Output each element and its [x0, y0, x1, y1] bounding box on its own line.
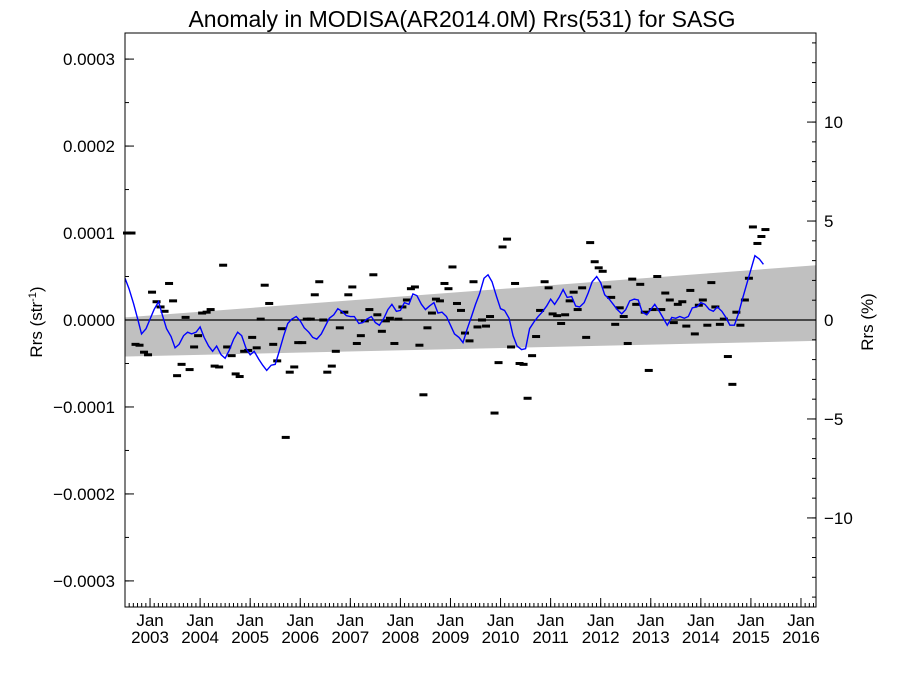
x-tick-year-label: 2009 [432, 628, 470, 647]
x-tick-year-label: 2007 [331, 628, 369, 647]
x-tick-month-label: Jan [337, 611, 364, 630]
x-tick-year-label: 2012 [582, 628, 620, 647]
y-left-tick-label: 0.0000 [63, 311, 115, 330]
y-left-axis: −0.0003 −0.0002 −0.0001 0.0000 0.0001 0.0002 0… [53, 50, 134, 591]
plot-area [123, 32, 817, 608]
x-tick-month-label: Jan [387, 611, 414, 630]
y-right-tick-label: −5 [824, 410, 843, 429]
running-mean-line [124, 254, 764, 372]
x-tick-month-label: Jan [587, 611, 614, 630]
y-left-tick-label: −0.0003 [53, 572, 115, 591]
y-left-tick-label: 0.0001 [63, 224, 115, 243]
y-right-tick-label: 0 [824, 311, 833, 330]
x-tick-year-label: 2014 [682, 628, 720, 647]
y-right-tick-label: 5 [824, 212, 833, 231]
x-tick-month-label: Jan [787, 611, 814, 630]
x-tick-month-label: Jan [136, 611, 163, 630]
x-tick-month-label: Jan [537, 611, 564, 630]
y-left-tick-label: 0.0002 [63, 137, 115, 156]
y-left-tick-label: −0.0002 [53, 485, 115, 504]
x-tick-month-label: Jan [186, 611, 213, 630]
x-tick-year-label: 2004 [181, 628, 219, 647]
y-right-axis-label: Rrs (%) [858, 293, 877, 351]
x-tick-year-label: 2010 [482, 628, 520, 647]
x-tick-year-label: 2003 [131, 628, 169, 647]
x-tick-month-label: Jan [637, 611, 664, 630]
anomaly-series [123, 225, 770, 439]
x-tick-year-label: 2013 [632, 628, 670, 647]
x-tick-year-label: 2006 [281, 628, 319, 647]
x-tick-month-label: Jan [437, 611, 464, 630]
x-tick-year-label: 2015 [732, 628, 770, 647]
x-tick-month-label: Jan [687, 611, 714, 630]
y-left-tick-label: −0.0001 [53, 398, 115, 417]
y-right-tick-label: 10 [824, 113, 843, 132]
y-left-axis-label: Rrs (str-1) [27, 286, 46, 357]
y-right-tick-label: −10 [824, 509, 853, 528]
x-tick-year-label: 2005 [231, 628, 269, 647]
x-tick-month-label: Jan [236, 611, 263, 630]
x-tick-year-label: 2011 [532, 628, 569, 647]
confidence-band [125, 265, 816, 357]
y-left-tick-label: 0.0003 [63, 50, 115, 69]
x-tick-month-label: Jan [287, 611, 314, 630]
x-axis: Jan2003Jan2004Jan2005Jan2006Jan2007Jan20… [124, 598, 820, 647]
chart-title: Anomaly in MODISA(AR2014.0M) Rrs(531) fo… [188, 6, 735, 32]
x-tick-month-label: Jan [737, 611, 764, 630]
x-tick-year-label: 2008 [381, 628, 419, 647]
x-tick-year-label: 2016 [782, 628, 820, 647]
x-tick-month-label: Jan [487, 611, 514, 630]
y-right-axis: −10 −5 0 5 10 [807, 42, 853, 598]
